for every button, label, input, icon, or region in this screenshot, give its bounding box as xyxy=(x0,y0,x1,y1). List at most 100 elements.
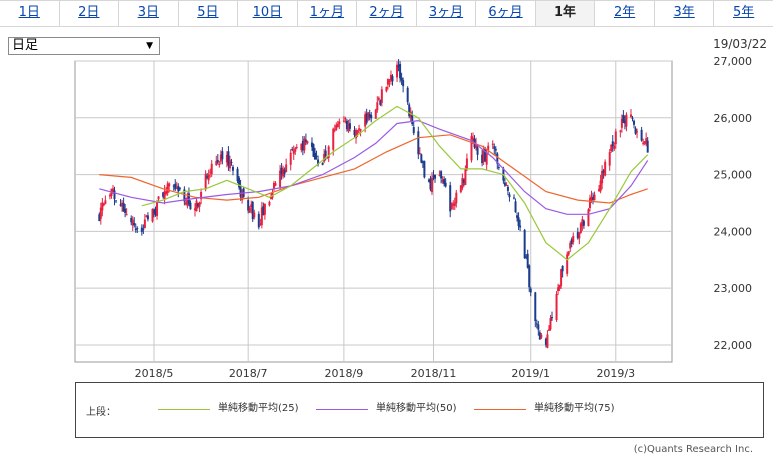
tab-1[interactable]: 2日 xyxy=(60,1,120,26)
candle-down xyxy=(133,222,136,226)
candle-up xyxy=(131,219,134,226)
candle-up xyxy=(186,197,189,206)
candle-up xyxy=(587,209,590,226)
candle-down xyxy=(544,338,547,345)
candle-down xyxy=(582,220,585,226)
candle-up xyxy=(101,202,104,211)
candle-up xyxy=(347,123,350,131)
candle-up xyxy=(593,194,596,201)
candle-down xyxy=(130,217,133,223)
sma-75-line xyxy=(99,134,648,204)
candle-up xyxy=(335,124,338,130)
candle-up xyxy=(569,242,572,249)
candle-down xyxy=(304,139,307,142)
copyright-text: (c)Quants Research Inc. xyxy=(633,444,753,455)
candle-up xyxy=(546,334,549,348)
candle-up xyxy=(409,112,412,118)
candle-up xyxy=(326,156,329,159)
candle-up xyxy=(455,192,458,204)
chart-interval-select[interactable]: 日足 ▼ xyxy=(8,37,160,55)
candle-down xyxy=(353,129,356,136)
legend-label-sma25: 単純移動平均(25) xyxy=(218,403,299,414)
candle-up xyxy=(145,215,148,217)
candle-up xyxy=(377,97,380,100)
legend-item-sma75: 単純移動平均(75) xyxy=(474,401,615,417)
candle-down xyxy=(525,256,528,258)
candle-up xyxy=(338,121,341,125)
candle-up xyxy=(111,188,114,192)
tab-8[interactable]: 6ヶ月 xyxy=(476,1,536,26)
candle-up xyxy=(151,209,154,222)
candle-down xyxy=(400,77,403,81)
candle-down xyxy=(197,203,200,207)
candle-down xyxy=(257,213,260,228)
candle-up xyxy=(610,144,613,152)
candle-down xyxy=(623,120,626,124)
candle-down xyxy=(592,197,595,200)
y-tick-label: 24,000 xyxy=(714,225,753,238)
candle-down xyxy=(221,151,224,160)
tab-10[interactable]: 2年 xyxy=(595,1,655,26)
candle-up xyxy=(590,196,593,201)
tab-3[interactable]: 5日 xyxy=(179,1,239,26)
candle-up xyxy=(168,183,171,187)
candle-up xyxy=(165,191,168,195)
candle-up xyxy=(566,254,569,274)
candle-up xyxy=(418,152,421,155)
candle-down xyxy=(417,131,420,155)
candle-up xyxy=(374,109,377,119)
candle-up xyxy=(601,170,604,184)
candle-up xyxy=(289,152,292,165)
tab-5[interactable]: 1ヶ月 xyxy=(298,1,358,26)
tab-4[interactable]: 10日 xyxy=(238,1,298,26)
candle-up xyxy=(598,188,601,192)
tab-11[interactable]: 3年 xyxy=(655,1,715,26)
candle-down xyxy=(602,170,605,173)
candle-down xyxy=(136,228,139,230)
candle-up xyxy=(430,177,433,193)
candle-down xyxy=(640,129,643,141)
candle-up xyxy=(215,160,218,166)
candle-down xyxy=(172,185,175,187)
candle-up xyxy=(248,207,251,213)
tab-6[interactable]: 2ヶ月 xyxy=(357,1,417,26)
tab-12[interactable]: 5年 xyxy=(733,5,755,20)
candle-down xyxy=(365,113,368,123)
candle-down xyxy=(420,154,423,163)
legend-line-sma25 xyxy=(158,409,210,410)
candle-down xyxy=(444,182,447,187)
candle-up xyxy=(620,118,623,128)
period-tabbar: 1日 2日 3日 5日 10日 1ヶ月 2ヶ月 3ヶ月 6ヶ月 1年 2年 3年 5年 xyxy=(0,0,773,27)
tab-9[interactable]: 1年 xyxy=(535,1,596,26)
candle-up xyxy=(294,148,297,152)
candle-down xyxy=(427,179,430,182)
candle-up xyxy=(333,129,336,131)
candle-down xyxy=(517,217,520,227)
candle-down xyxy=(238,177,241,188)
candle-down xyxy=(506,186,509,191)
candle-up xyxy=(380,89,383,103)
tab-7[interactable]: 3ヶ月 xyxy=(417,1,477,26)
legend-item-sma50: 単純移動平均(50) xyxy=(316,401,457,417)
candle-down xyxy=(402,80,405,87)
x-tick-label: 2018/7 xyxy=(229,367,268,380)
candle-down xyxy=(152,211,155,213)
candle-down xyxy=(423,161,426,178)
candle-down xyxy=(247,200,250,211)
candle-up xyxy=(102,203,105,206)
candle-up xyxy=(475,143,478,149)
moving-averages-layer xyxy=(99,105,649,261)
candle-up xyxy=(629,114,632,117)
x-tick-label: 2018/9 xyxy=(325,367,364,380)
candle-up xyxy=(175,187,178,189)
candle-up xyxy=(268,201,271,206)
candle-down xyxy=(535,323,538,325)
x-tick-label: 2018/11 xyxy=(411,367,457,380)
tab-2[interactable]: 3日 xyxy=(119,1,179,26)
candle-down xyxy=(183,189,186,202)
candle-down xyxy=(503,182,506,186)
candle-up xyxy=(358,128,361,131)
candle-up xyxy=(300,143,303,151)
tab-0[interactable]: 1日 xyxy=(0,1,60,26)
candle-up xyxy=(614,131,617,145)
